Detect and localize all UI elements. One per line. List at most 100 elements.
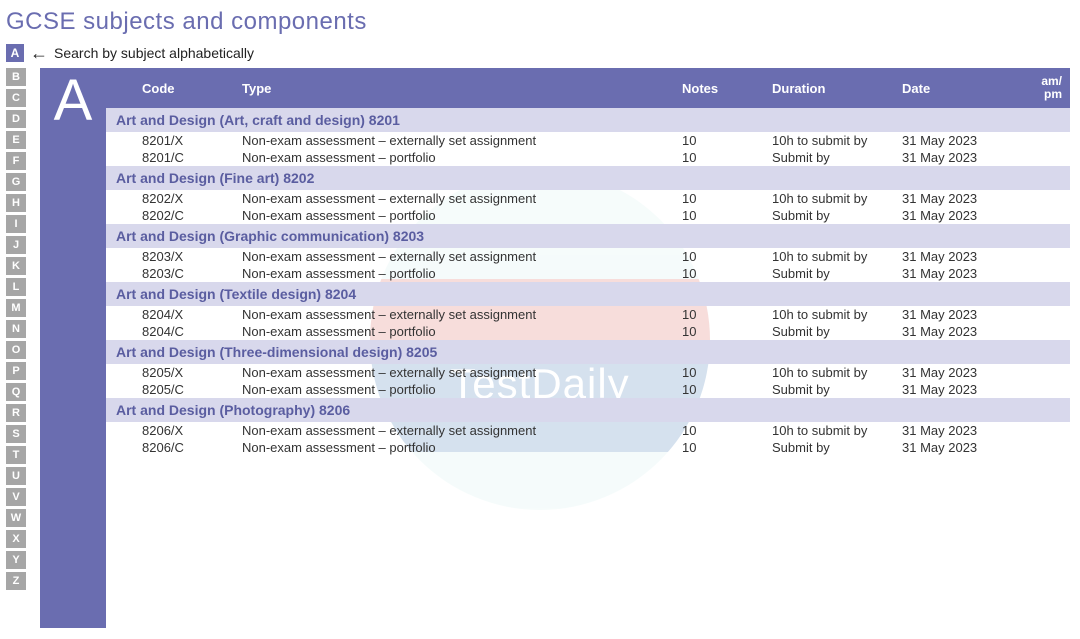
cell-date: 31 May 2023 — [902, 324, 1022, 339]
alpha-item-d[interactable]: D — [6, 110, 26, 128]
alpha-item-s[interactable]: S — [6, 425, 26, 443]
cell-date: 31 May 2023 — [902, 249, 1022, 264]
alpha-item-i[interactable]: I — [6, 215, 26, 233]
cell-duration: 10h to submit by — [772, 365, 902, 380]
subject-header[interactable]: Art and Design (Fine art) 8202 — [106, 166, 1070, 190]
cell-notes: 10 — [682, 150, 772, 165]
table-row: 8205/CNon-exam assessment – portfolio10S… — [106, 381, 1070, 398]
table-row: 8203/XNon-exam assessment – externally s… — [106, 248, 1070, 265]
cell-code: 8206/C — [142, 440, 242, 455]
cell-code: 8206/X — [142, 423, 242, 438]
cell-date: 31 May 2023 — [902, 191, 1022, 206]
cell-type: Non-exam assessment – portfolio — [242, 324, 682, 339]
alpha-item-l[interactable]: L — [6, 278, 26, 296]
header-date: Date — [902, 81, 1022, 96]
cell-duration: 10h to submit by — [772, 307, 902, 322]
letter-block: A — [40, 68, 106, 628]
cell-type: Non-exam assessment – portfolio — [242, 440, 682, 455]
cell-notes: 10 — [682, 266, 772, 281]
alpha-item-v[interactable]: V — [6, 488, 26, 506]
header-type: Type — [242, 81, 682, 96]
alpha-item-g[interactable]: G — [6, 173, 26, 191]
cell-duration: 10h to submit by — [772, 249, 902, 264]
subject-header[interactable]: Art and Design (Textile design) 8204 — [106, 282, 1070, 306]
hint-badge: A — [6, 44, 24, 62]
cell-date: 31 May 2023 — [902, 266, 1022, 281]
alpha-item-u[interactable]: U — [6, 467, 26, 485]
alpha-item-t[interactable]: T — [6, 446, 26, 464]
alpha-item-k[interactable]: K — [6, 257, 26, 275]
alpha-item-n[interactable]: N — [6, 320, 26, 338]
alpha-item-h[interactable]: H — [6, 194, 26, 212]
cell-notes: 10 — [682, 133, 772, 148]
page-title: GCSE subjects and components — [0, 0, 1080, 42]
cell-code: 8201/C — [142, 150, 242, 165]
alpha-item-b[interactable]: B — [6, 68, 26, 86]
cell-ampm — [1022, 150, 1062, 165]
cell-date: 31 May 2023 — [902, 382, 1022, 397]
arrow-left-icon: ← — [30, 44, 48, 62]
alpha-item-o[interactable]: O — [6, 341, 26, 359]
cell-ampm — [1022, 307, 1062, 322]
cell-ampm — [1022, 324, 1062, 339]
cell-duration: Submit by — [772, 266, 902, 281]
alpha-item-x[interactable]: X — [6, 530, 26, 548]
cell-date: 31 May 2023 — [902, 150, 1022, 165]
alpha-item-c[interactable]: C — [6, 89, 26, 107]
cell-ampm — [1022, 365, 1062, 380]
subject-header[interactable]: Art and Design (Graphic communication) 8… — [106, 224, 1070, 248]
alpha-item-m[interactable]: M — [6, 299, 26, 317]
cell-duration: 10h to submit by — [772, 423, 902, 438]
alpha-item-y[interactable]: Y — [6, 551, 26, 569]
table-row: 8202/XNon-exam assessment – externally s… — [106, 190, 1070, 207]
cell-date: 31 May 2023 — [902, 133, 1022, 148]
cell-notes: 10 — [682, 307, 772, 322]
cell-code: 8203/X — [142, 249, 242, 264]
cell-type: Non-exam assessment – externally set ass… — [242, 307, 682, 322]
table-row: 8202/CNon-exam assessment – portfolio10S… — [106, 207, 1070, 224]
subjects-body: Art and Design (Art, craft and design) 8… — [106, 108, 1070, 456]
alpha-item-j[interactable]: J — [6, 236, 26, 254]
header-notes: Notes — [682, 81, 772, 96]
cell-notes: 10 — [682, 324, 772, 339]
cell-type: Non-exam assessment – externally set ass… — [242, 365, 682, 380]
subject-header[interactable]: Art and Design (Art, craft and design) 8… — [106, 108, 1070, 132]
alpha-item-w[interactable]: W — [6, 509, 26, 527]
header-ampm: am/ pm — [1022, 75, 1062, 101]
cell-duration: Submit by — [772, 440, 902, 455]
alpha-item-f[interactable]: F — [6, 152, 26, 170]
cell-ampm — [1022, 208, 1062, 223]
cell-notes: 10 — [682, 440, 772, 455]
cell-code: 8202/X — [142, 191, 242, 206]
cell-notes: 10 — [682, 208, 772, 223]
cell-date: 31 May 2023 — [902, 307, 1022, 322]
alpha-item-z[interactable]: Z — [6, 572, 26, 590]
cell-duration: Submit by — [772, 208, 902, 223]
cell-ampm — [1022, 133, 1062, 148]
subject-header[interactable]: Art and Design (Three-dimensional design… — [106, 340, 1070, 364]
alpha-item-r[interactable]: R — [6, 404, 26, 422]
table-row: 8206/XNon-exam assessment – externally s… — [106, 422, 1070, 439]
subjects-table: Code Type Notes Duration Date am/ pm Art… — [106, 68, 1070, 456]
table-header: Code Type Notes Duration Date am/ pm — [106, 68, 1070, 108]
cell-code: 8202/C — [142, 208, 242, 223]
search-hint: A ← Search by subject alphabetically — [0, 42, 1080, 68]
cell-ampm — [1022, 423, 1062, 438]
cell-type: Non-exam assessment – externally set ass… — [242, 191, 682, 206]
cell-type: Non-exam assessment – portfolio — [242, 208, 682, 223]
cell-notes: 10 — [682, 365, 772, 380]
alpha-item-p[interactable]: P — [6, 362, 26, 380]
table-row: 8201/XNon-exam assessment – externally s… — [106, 132, 1070, 149]
cell-ampm — [1022, 382, 1062, 397]
cell-duration: 10h to submit by — [772, 133, 902, 148]
cell-code: 8203/C — [142, 266, 242, 281]
cell-code: 8201/X — [142, 133, 242, 148]
subject-header[interactable]: Art and Design (Photography) 8206 — [106, 398, 1070, 422]
alpha-item-e[interactable]: E — [6, 131, 26, 149]
cell-notes: 10 — [682, 249, 772, 264]
header-code: Code — [142, 81, 242, 96]
cell-duration: Submit by — [772, 324, 902, 339]
alpha-item-q[interactable]: Q — [6, 383, 26, 401]
cell-duration: Submit by — [772, 382, 902, 397]
cell-date: 31 May 2023 — [902, 208, 1022, 223]
